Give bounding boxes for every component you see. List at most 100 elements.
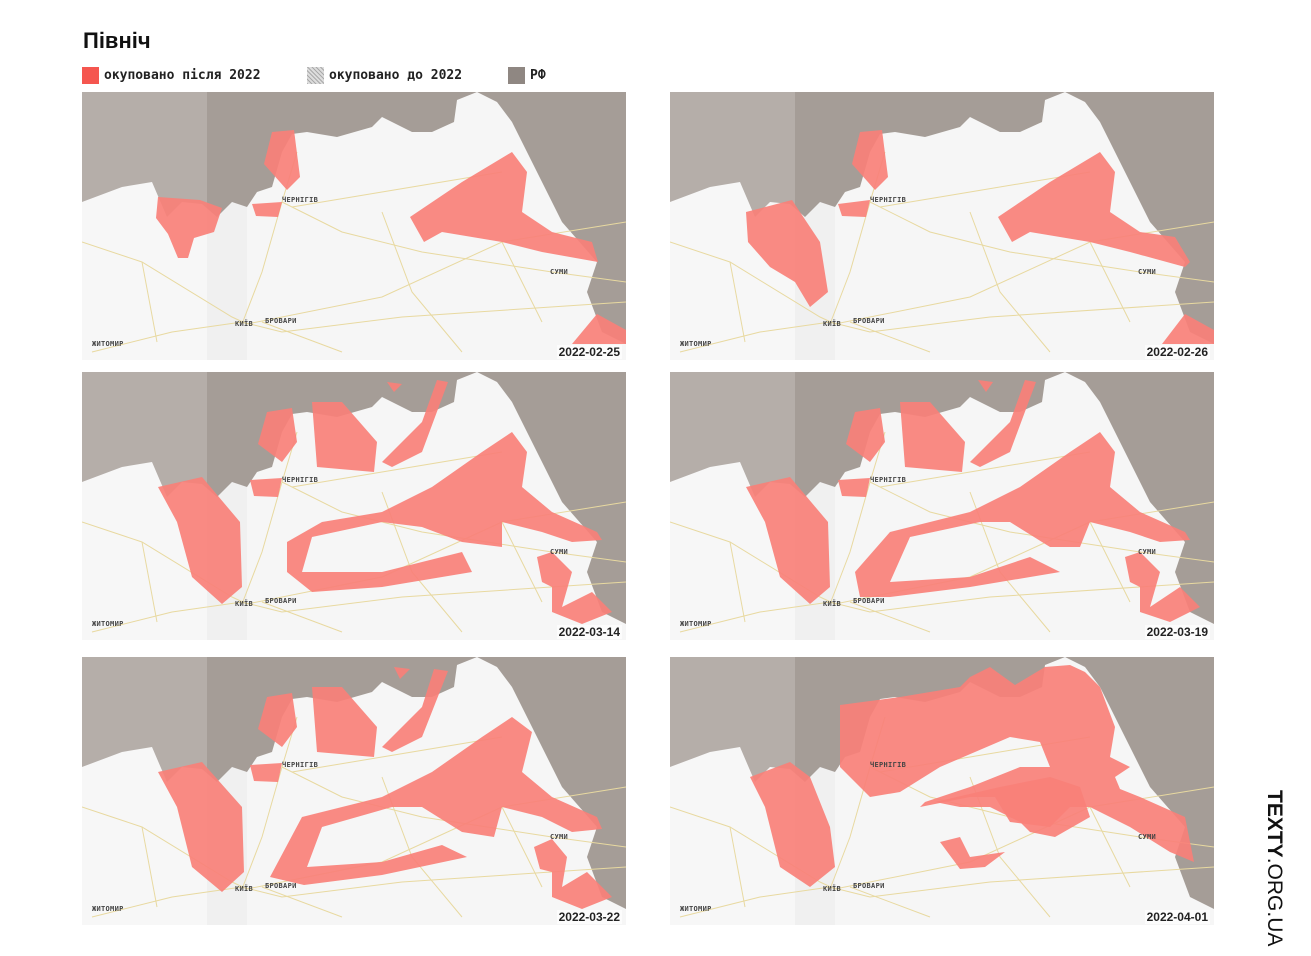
map-panel: ЧЕРНІГІВ СУМИ КИЇВ БРОВАРИ ЖИТОМИР 2022-02-26 [670,92,1214,360]
city-label-kyiv: КИЇВ [235,600,254,608]
occupied-area [1125,552,1200,622]
city-label-zhytomyr: ЖИТОМИР [92,340,124,348]
occupied-area [250,478,282,497]
brand-logo: TEXTY.ORG.UA [1263,790,1286,947]
road [679,301,1214,353]
road [501,241,543,323]
occupied-area [312,402,377,472]
panel-date: 2022-03-14 [556,625,622,639]
map-panel: ЧЕРНІГІВ СУМИ КИЇВ БРОВАРИ ЖИТОМИР 2022-02-25 [82,92,626,360]
city-label-brovary: БРОВАРИ [853,882,885,890]
legend-russia: РФ [508,66,546,84]
road [869,481,1214,563]
occupied-area [156,197,222,258]
road [879,171,1091,208]
road [141,541,158,623]
panel-date: 2022-04-01 [1144,910,1210,924]
road [849,321,931,353]
legend-swatch-red [82,66,99,84]
city-label-sumy: СУМИ [1138,833,1157,841]
city-label-sumy: СУМИ [550,833,569,841]
russia-belarus-territory [670,372,1214,624]
map [82,657,626,925]
russia-belarus-territory [670,92,1214,344]
road [879,451,1091,488]
occupied-area [970,380,1036,467]
road [501,521,543,603]
road [261,886,343,918]
road [969,211,1051,353]
legend-label: РФ [530,67,546,83]
occupied-area [382,669,448,752]
road [679,581,1214,633]
panel-date: 2022-03-22 [556,910,622,924]
map-panel: ЧЕРНІГІВ СУМИ КИЇВ БРОВАРИ ЖИТОМИР 2022-03-22 [82,657,626,925]
occupied-area [838,200,870,217]
legend-occupied-after-2022: окуповано після 2022 [82,66,261,84]
city-label-kyiv: КИЇВ [235,320,254,328]
city-label-sumy: СУМИ [550,268,569,276]
road [849,601,931,633]
map-panel: ЧЕРНІГІВ СУМИ КИЇВ БРОВАРИ ЖИТОМИР 2022-04-01 [670,657,1214,925]
occupied-area [387,382,402,392]
legend-swatch-gray [508,66,525,84]
road [829,431,886,605]
occupied-area [900,402,965,472]
road [91,581,626,633]
panel-date: 2022-02-25 [556,345,622,359]
map [670,372,1214,640]
occupied-area [264,130,300,190]
road [261,601,343,633]
road [729,541,746,623]
occupied-area [394,667,410,679]
city-label-zhytomyr: ЖИТОМИР [680,620,712,628]
map [82,372,626,640]
road [261,321,343,353]
occupied-area [537,552,612,624]
panel-date: 2022-03-19 [1144,625,1210,639]
occupied-area [270,717,602,885]
city-label-sumy: СУМИ [550,548,569,556]
road [679,866,1214,918]
city-label-chernihiv: ЧЕРНІГІВ [282,476,319,484]
city-label-kyiv: КИЇВ [823,320,842,328]
legend-label: окуповано після 2022 [104,67,261,83]
city-label-brovary: БРОВАРИ [853,317,885,325]
occupied-area [252,202,282,217]
road [291,171,503,208]
city-label-zhytomyr: ЖИТОМИР [680,905,712,913]
road [849,886,931,918]
road [729,261,746,343]
panel-date: 2022-02-26 [1144,345,1210,359]
occupied-area [978,380,993,392]
road [91,301,626,353]
russia-belarus-territory [82,92,626,344]
road [1089,806,1131,888]
road [1089,241,1131,323]
city-label-sumy: СУМИ [1138,548,1157,556]
map [670,92,1214,360]
occupied-area [998,152,1190,267]
road [501,806,543,888]
city-label-zhytomyr: ЖИТОМИР [680,340,712,348]
occupied-area [572,314,626,344]
city-label-brovary: БРОВАРИ [265,597,297,605]
city-label-brovary: БРОВАРИ [265,882,297,890]
road [291,736,503,773]
occupied-area [935,777,1090,837]
road [281,766,626,848]
occupied-area [846,408,885,462]
city-label-zhytomyr: ЖИТОМИР [92,905,124,913]
occupied-area [750,762,835,887]
road [281,481,626,563]
occupied-area [746,477,830,604]
map [82,92,626,360]
city-label-chernihiv: ЧЕРНІГІВ [870,761,907,769]
occupied-area [158,477,242,604]
road [91,866,626,918]
occupied-area [410,152,598,262]
occupied-area [940,837,1005,869]
occupied-area [250,763,282,782]
city-label-brovary: БРОВАРИ [265,317,297,325]
occupied-area [258,408,297,462]
